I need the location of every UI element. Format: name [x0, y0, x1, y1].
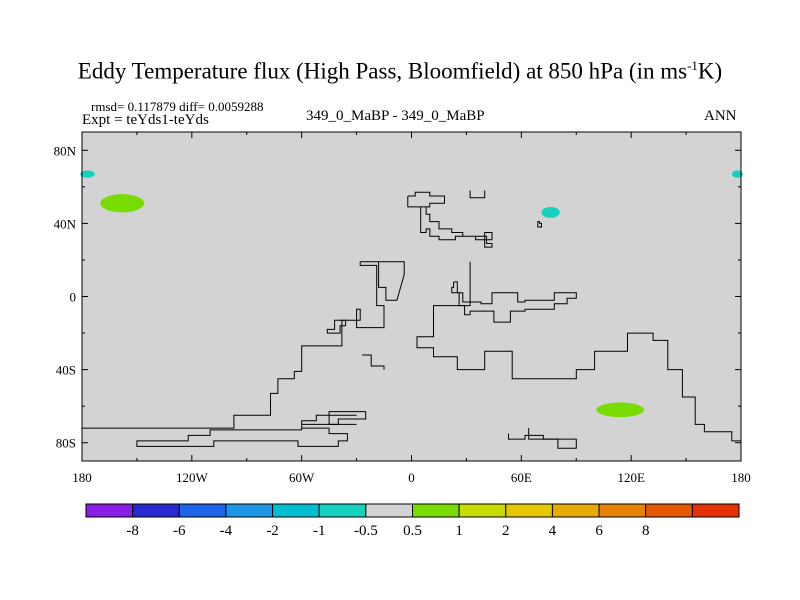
colorbar-label: 8: [642, 523, 650, 539]
plot-area: [80, 132, 743, 461]
colorbar-label: -4: [220, 523, 233, 539]
coastline: [326, 319, 347, 334]
coastline: [508, 433, 577, 449]
colorbar-swatch: [458, 503, 507, 518]
colorbar-swatch: [272, 503, 320, 518]
colorbar-swatch: [132, 503, 180, 518]
coastline: [451, 281, 577, 323]
x-tick-label: 0: [408, 470, 415, 485]
anomaly-patch: [541, 206, 560, 218]
axes: 180 120W 60W 0 60E 120E 180 80N 40N 0 40S 80S: [54, 131, 751, 485]
colorbar-swatch: [225, 503, 274, 518]
coastline: [469, 190, 486, 199]
coastline: [328, 411, 367, 425]
anomaly-patch: [731, 170, 743, 178]
colorbar-label: -2: [266, 523, 279, 539]
coastline: [528, 428, 577, 443]
colorbar: -8 -6 -4 -2 -1 -0.5 0.5 1 2 4 6 8: [85, 503, 740, 539]
x-tick-label: 120W: [176, 470, 209, 485]
colorbar-swatch: [412, 503, 460, 518]
y-tick-label: 40N: [54, 216, 77, 231]
anomaly-patch: [596, 402, 644, 418]
colorbar-swatch: [598, 503, 647, 518]
x-tick-label: 60W: [289, 470, 315, 485]
stats-label: rmsd= 0.117879 diff= 0.0059288: [91, 99, 264, 114]
colorbar-label: -6: [173, 523, 186, 539]
colorbar-label: 4: [549, 523, 557, 539]
colorbar-label: -8: [126, 523, 139, 539]
colorbar-label: -1: [313, 523, 326, 539]
coastline: [360, 261, 405, 301]
coastline: [82, 261, 385, 429]
colorbar-swatch: [551, 503, 600, 518]
colorbar-swatch: [178, 503, 227, 518]
island-outline: [537, 221, 542, 228]
y-tick-label: 0: [70, 290, 77, 305]
x-tick-label: 180: [731, 470, 751, 485]
anomaly-patch: [100, 194, 145, 213]
chart-title: Eddy Temperature flux (High Pass, Bloomf…: [77, 58, 723, 84]
colorbar-label: 1: [455, 523, 463, 539]
x-tick-label: 60E: [511, 470, 532, 485]
colorbar-label: 0.5: [403, 523, 422, 539]
colorbar-swatch: [85, 503, 134, 518]
x-tick-label: 120E: [617, 470, 645, 485]
colorbar-label: -0.5: [354, 523, 378, 539]
case-label: 349_0_MaBP - 349_0_MaBP: [306, 108, 485, 124]
y-tick-label: 40S: [56, 363, 76, 378]
y-tick-label: 80S: [56, 436, 76, 451]
colorbar-label: 6: [595, 523, 603, 539]
coastline: [416, 261, 741, 442]
colorbar-swatch: [365, 503, 414, 518]
colorbar-label: 2: [502, 523, 510, 539]
x-tick-label: 180: [72, 470, 92, 485]
colorbar-swatch: [691, 503, 740, 518]
anomaly-patch: [80, 170, 95, 178]
coastline: [407, 191, 493, 248]
experiment-label: Expt = teYds1-teYds: [82, 112, 209, 128]
colorbar-swatch: [645, 503, 693, 518]
coastline: [136, 414, 357, 447]
colorbar-swatch: [318, 503, 367, 518]
season-label: ANN: [704, 108, 737, 124]
colorbar-swatch: [505, 503, 553, 518]
y-tick-label: 80N: [54, 143, 77, 158]
coastline: [362, 354, 385, 370]
